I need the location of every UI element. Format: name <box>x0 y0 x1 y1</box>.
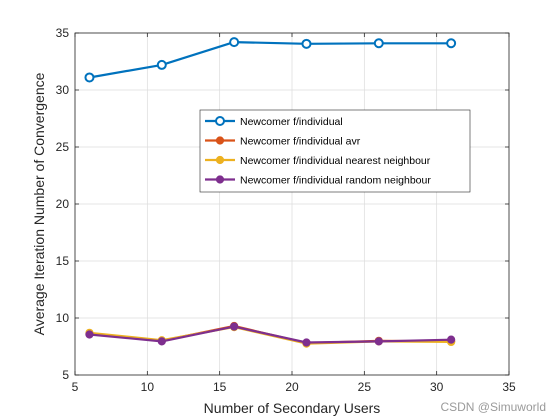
data-point <box>301 38 312 49</box>
legend-item: Newcomer f/individual random neighbour <box>205 175 431 187</box>
data-point <box>374 337 383 346</box>
y-tick-label: 10 <box>56 311 70 325</box>
y-tick-label: 5 <box>62 368 69 382</box>
x-tick-label: 30 <box>430 380 444 394</box>
watermark-text: CSDN @Simuworld <box>440 400 546 414</box>
legend-item: Newcomer f/individual avr <box>205 136 361 148</box>
legend-box <box>199 109 471 193</box>
x-tick-label: 15 <box>213 380 227 394</box>
series-4 <box>85 322 456 347</box>
y-tick-label: 20 <box>56 197 70 211</box>
data-point <box>302 338 311 347</box>
series-layer <box>84 37 457 348</box>
y-tick-label: 30 <box>56 83 70 97</box>
data-point <box>157 337 166 346</box>
series-line <box>89 325 452 344</box>
data-point <box>230 322 239 331</box>
x-tick-label: 35 <box>502 380 516 394</box>
series-1 <box>84 37 457 83</box>
y-tick-label: 35 <box>56 26 70 40</box>
x-tick-label: 5 <box>72 380 79 394</box>
series-line <box>89 40 452 79</box>
axis-ticks: 5 10 15 20 25 30 35 5 10 15 20 25 30 35 <box>56 26 516 394</box>
x-tick-label: 10 <box>141 380 155 394</box>
data-point <box>84 72 95 83</box>
legend-label: Newcomer f/individual nearest neighbour <box>240 155 431 167</box>
x-tick-label: 20 <box>285 380 299 394</box>
data-point <box>373 38 384 49</box>
y-tick-label: 25 <box>56 140 70 154</box>
legend-item: Newcomer f/individual nearest neighbour <box>205 155 431 167</box>
legend: Newcomer f/individual Newcomer f/individu… <box>199 109 471 193</box>
data-point <box>85 330 94 339</box>
legend-label: Newcomer f/individual <box>240 116 343 128</box>
legend-label: Newcomer f/individual avr <box>240 136 361 148</box>
legend-swatch-marker <box>215 155 225 165</box>
data-point <box>446 38 457 49</box>
legend-label: Newcomer f/individual random neighbour <box>240 175 431 187</box>
x-tick-label: 25 <box>358 380 372 394</box>
y-axis-title: Average Iteration Number of Convergence <box>31 72 47 335</box>
data-point <box>229 37 240 48</box>
data-point <box>447 335 456 344</box>
data-point <box>156 59 167 70</box>
legend-swatch-marker <box>215 175 225 184</box>
legend-swatch-marker <box>215 116 225 126</box>
x-axis-title: Number of Secondary Users <box>204 400 381 416</box>
legend-swatch-marker <box>215 136 225 145</box>
y-tick-label: 15 <box>56 254 70 268</box>
legend-item: Newcomer f/individual <box>205 116 343 128</box>
